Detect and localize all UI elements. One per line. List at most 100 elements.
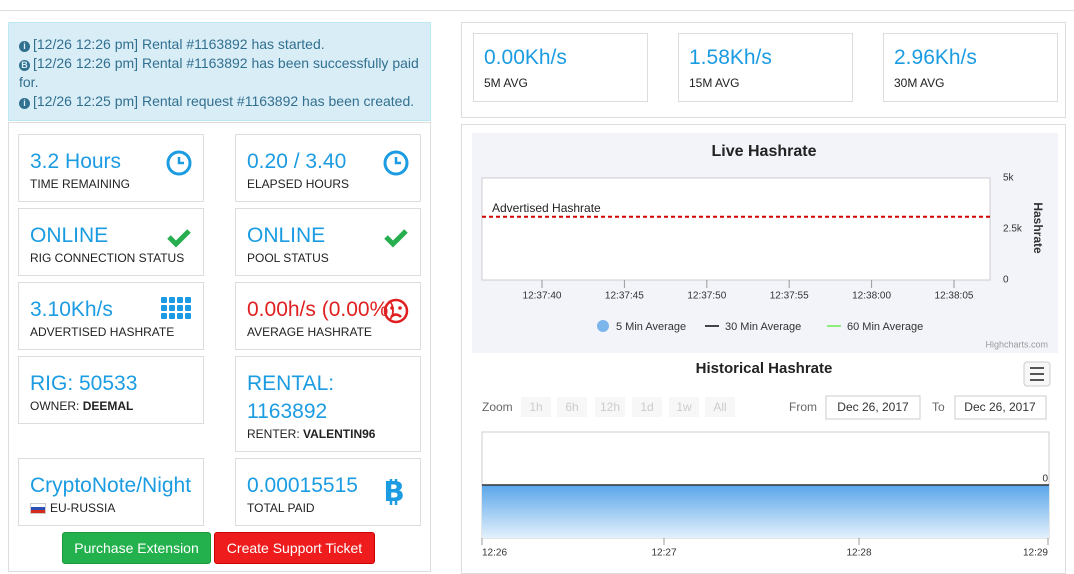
x-tick-label: 12:37:55 — [770, 291, 809, 302]
to-label: To — [932, 400, 945, 414]
zoom-button-label: 1d — [640, 400, 653, 414]
stat-value: 0.20 / 3.40 — [247, 150, 347, 173]
card-icon — [165, 223, 193, 256]
svg-text:B: B — [383, 477, 404, 507]
averages-panel: 0.00Kh/s 5M AVG 1.58Kh/s 15M AVG 2.96Kh/s 30M… — [461, 22, 1066, 118]
stat-label-text: TOTAL PAID — [247, 501, 315, 515]
plot-line-label: Advertised Hashrate — [492, 201, 601, 215]
x-tick-label: 12:37:50 — [687, 291, 726, 302]
stat-card: CryptoNote/Night EU-RUSSIA — [18, 458, 204, 526]
stat-label: ADVERTISED HASHRATE — [30, 325, 174, 339]
stat-label: OWNER: DEEMAL — [30, 399, 133, 413]
from-date: Dec 26, 2017 — [837, 400, 909, 414]
stat-card: 0.00h/s (0.00%) AVERAGE HASHRATE — [235, 282, 421, 350]
zoom-button[interactable] — [595, 397, 625, 417]
stat-label: RENTER: VALENTIN96 — [247, 427, 375, 441]
from-label: From — [789, 400, 817, 414]
zoom-button[interactable] — [557, 397, 587, 417]
zoom-button-label: 6h — [565, 400, 578, 414]
zoom-button[interactable] — [521, 397, 551, 417]
legend-label: 5 Min Average — [616, 321, 686, 333]
stat-card: RENTAL: 1163892 RENTER: VALENTIN96 — [235, 356, 421, 452]
stat-label-text: EU-RUSSIA — [50, 501, 116, 515]
notification: i [12/26 12:26 pm] Rental #1163892 has st… — [19, 35, 420, 54]
stat-card: RIG: 50533 OWNER: DEEMAL — [18, 356, 204, 424]
plot-area — [481, 177, 991, 281]
legend-label: 30 Min Average — [725, 321, 801, 333]
notification-icon: i — [19, 41, 30, 52]
average-label: 15M AVG — [689, 76, 740, 90]
notification: B [12/26 12:26 pm] Rental #1163892 has be… — [19, 54, 420, 92]
stat-card: 0.00015515 TOTAL PAID B — [235, 458, 421, 526]
flag-icon — [30, 503, 46, 515]
y-axis-label: Hashrate — [1031, 202, 1045, 254]
stat-label: POOL STATUS — [247, 251, 329, 265]
chart-title: Live Hashrate — [712, 143, 817, 160]
stat-value: CryptoNote/Night — [30, 474, 192, 497]
stat-label-value: VALENTIN96 — [303, 427, 376, 441]
stat-card: ONLINE POOL STATUS — [235, 208, 421, 276]
x-tick-label: 12:29 — [1023, 548, 1048, 559]
stat-value: ONLINE — [247, 224, 326, 247]
stat-label-text: ADVERTISED HASHRATE — [30, 325, 175, 339]
card-icon — [382, 297, 410, 330]
y-tick-label: 2.5k — [1003, 224, 1023, 235]
stat-label: ELAPSED HOURS — [247, 177, 349, 191]
legend-label: 60 Min Average — [847, 321, 923, 333]
stat-label-text: AVERAGE HASHRATE — [247, 325, 372, 339]
stat-card: ONLINE RIG CONNECTION STATUS — [18, 208, 204, 276]
average-card: 1.58Kh/s 15M AVG — [678, 33, 853, 102]
charts: Live Hashrate 0 2.5k 5k Hashrate 12:37:40 12:3… — [472, 133, 1058, 559]
zoom-button-label: 1w — [676, 400, 692, 414]
average-value: 1.58Kh/s — [689, 46, 772, 69]
chart-title: Historical Hashrate — [696, 360, 833, 377]
average-label: 5M AVG — [484, 76, 528, 90]
zoom-button-label: 1h — [529, 400, 542, 414]
notification-box: i [12/26 12:26 pm] Rental #1163892 has st… — [8, 22, 431, 121]
zoom-button-label: 12h — [600, 400, 620, 414]
card-icon — [161, 297, 193, 326]
notification-text: [12/26 12:26 pm] Rental #1163892 has sta… — [33, 36, 325, 52]
stat-value: 0.00h/s (0.00%) — [247, 298, 396, 321]
stat-label-text: POOL STATUS — [247, 251, 329, 265]
x-tick-label: 12:37:40 — [523, 291, 562, 302]
stat-value: ONLINE — [30, 224, 109, 247]
x-tick-label: 12:26 — [482, 548, 507, 559]
notification: i [12/26 12:25 pm] Rental request #116389… — [19, 92, 420, 111]
to-date: Dec 26, 2017 — [964, 400, 1036, 414]
stat-label: RIG CONNECTION STATUS — [30, 251, 184, 265]
y-tick-label: 5k — [1003, 173, 1015, 184]
stat-label-text: RIG CONNECTION STATUS — [30, 251, 185, 265]
y-tick-label: 0 — [1042, 474, 1048, 485]
card-icon: B — [382, 475, 406, 512]
notification-icon: B — [19, 60, 30, 71]
action-button[interactable]: Create Support Ticket — [214, 532, 375, 564]
stat-value: 3.2 Hours — [30, 150, 122, 173]
card-icon — [382, 149, 410, 182]
legend-symbol — [597, 320, 609, 332]
date-input[interactable] — [825, 395, 921, 420]
average-label: 30M AVG — [894, 76, 945, 90]
stat-value: RIG: 50533 — [30, 372, 138, 395]
zoom-button[interactable] — [632, 397, 662, 417]
stat-label: TIME REMAINING — [30, 177, 130, 191]
zoom-button[interactable] — [669, 397, 699, 417]
zoom-button-label: All — [713, 400, 726, 414]
stat-label-text: RENTER: — [247, 427, 300, 441]
stat-card: 0.20 / 3.40 ELAPSED HOURS — [235, 134, 421, 202]
average-card: 0.00Kh/s 5M AVG — [473, 33, 648, 102]
card-icon — [165, 149, 193, 182]
card-icon — [382, 223, 410, 256]
stat-value: 3.10Kh/s — [30, 298, 113, 321]
action-button[interactable]: Purchase Extension — [62, 532, 211, 564]
date-input[interactable] — [954, 395, 1047, 420]
x-tick-label: 12:38:00 — [852, 291, 891, 302]
zoom-button[interactable] — [705, 397, 735, 417]
y-tick-label: 0 — [1003, 275, 1009, 286]
x-tick-label: 12:27 — [651, 548, 676, 559]
average-card: 2.96Kh/s 30M AVG — [883, 33, 1058, 102]
chart-credit: Highcharts.com — [985, 339, 1048, 349]
x-tick-label: 12:37:45 — [605, 291, 644, 302]
stat-label-text: TIME REMAINING — [30, 177, 131, 191]
